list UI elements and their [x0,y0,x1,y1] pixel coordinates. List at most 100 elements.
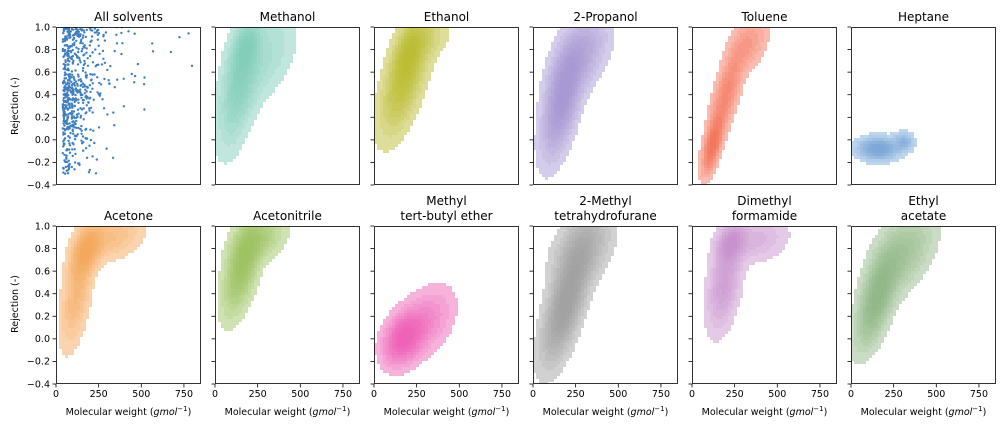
scatter-point [95,158,99,161]
scatter-point [73,161,77,164]
kde-contour [548,36,593,141]
scatter-point [116,78,119,81]
scatter-point [73,116,76,120]
kde-level-7 [722,232,743,262]
kde-contour [380,27,440,138]
panel-2: Methanol [211,10,360,186]
scatter-point [63,50,66,53]
kde-level-4 [68,226,116,319]
panel-9: 0 250 500 750 Molecular weight (gmol−1) Methy… [370,194,519,418]
kde-contour [725,235,737,256]
scatter-point [70,27,74,31]
scatter-point [90,35,94,38]
kde-contour [866,259,896,322]
kde-contour [722,232,740,259]
scatter-point [68,106,72,109]
x-tick-label: 750 [811,389,829,400]
scatter-point [72,124,75,127]
scatter-point [85,47,88,50]
kde-level-5 [548,36,593,141]
scatter-point [71,38,75,41]
panel-title: Methyl [426,194,466,208]
scatter-point [67,69,70,72]
kde-level-3 [701,30,758,174]
scatter-point [106,113,109,116]
x-axis-label: Molecular weight (gmol−1) [702,405,828,418]
kde-level-2 [221,226,281,319]
scatter-point [66,122,69,126]
axes-frame [851,27,996,185]
scatter-point [65,51,68,54]
scatter-point [99,92,102,95]
scatter-point [75,119,78,123]
scatter-point [66,54,69,58]
kde-contour [551,45,584,129]
y-axis-label-bottom-row: Rejection (-) [10,275,21,333]
scatter-point [67,139,70,142]
scatter-point [79,93,83,97]
scatter-point [67,102,70,106]
kde-level-2 [62,226,137,340]
scatter-point [85,28,89,32]
scatter-point [96,91,99,94]
kde-level-2 [539,226,611,370]
scatter-point [67,148,71,151]
axes-frame [56,226,201,384]
kde-level-1 [851,226,941,364]
scatter-point [65,104,68,107]
scatter-point [70,165,74,169]
kde-level-3 [542,27,602,156]
kde-contour [392,30,425,102]
scatter-point [75,39,78,42]
scatter-point [115,27,119,29]
x-tick-label: 500 [291,389,309,400]
scatter-point [75,116,78,120]
kde-contour [236,232,260,283]
scatter-point [84,147,88,150]
kde-level-7 [77,232,98,274]
scatter-point [151,42,154,45]
scatter-point [122,77,125,81]
panel-title: acetate [901,209,946,223]
kde-contour [701,30,758,174]
scatter-point [83,92,87,95]
panel-grid: −0.4 −0.2 0.0 0.2 0.4 0.6 0.8 1.0 All solvents Me… [27,10,996,418]
scatter-point [62,122,65,125]
scatter-point [94,65,97,68]
scatter-point [72,110,76,113]
scatter-point [73,104,77,108]
kde-level-7 [392,319,422,355]
kde-level-8 [866,259,896,322]
scatter-point [111,156,115,159]
scatter-point [65,156,68,159]
scatter-point [79,114,83,118]
scatter-point [70,110,74,113]
kde-level-10 [80,241,92,262]
y-tick-label: −0.4 [27,379,50,390]
scatter-point [103,39,107,42]
scatter-point [79,107,82,110]
kde-level-9 [869,265,890,316]
scatter-point [93,31,97,34]
x-tick-label: 500 [927,389,945,400]
kde-contour [389,27,428,111]
scatter-point [68,144,72,147]
x-tick-label: 250 [567,389,585,400]
scatter-point [66,89,70,93]
scatter-point [178,36,181,39]
kde-contour [704,226,791,343]
scatter-point [80,96,83,100]
kde-level-2 [854,132,914,162]
scatter-point [101,98,104,101]
kde-contour [398,36,419,87]
panel-title: 2-Propanol [573,10,637,24]
scatter-point [78,56,81,60]
scatter-point [72,132,75,135]
kde-level-5 [71,229,104,304]
x-tick-label: 0 [689,389,695,400]
kde-contour [398,328,413,346]
scatter-point [64,77,68,80]
scatter-point [63,159,66,162]
kde-contour [866,141,905,156]
scatter-point [71,43,75,46]
